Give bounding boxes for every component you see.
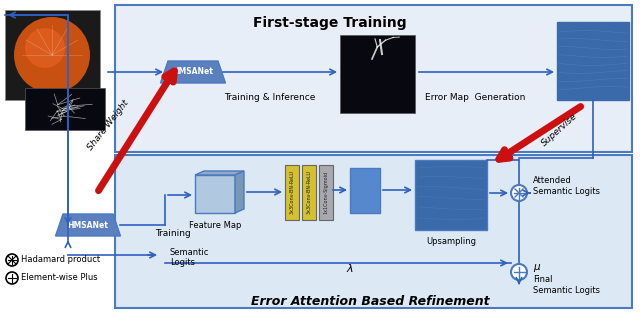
Text: Feature Map: Feature Map [189, 221, 241, 230]
Bar [25, 88, 105, 130]
Polygon shape [56, 214, 120, 236]
Text: Hadamard product: Hadamard product [21, 255, 100, 264]
Text: Training: Training [155, 229, 191, 239]
Bar [350, 168, 380, 213]
Bar [340, 35, 415, 113]
Polygon shape [161, 61, 225, 83]
Text: λ: λ [347, 264, 353, 274]
Text: Error Attention Based Refinement: Error Attention Based Refinement [251, 295, 490, 308]
Text: 1x1Conv-Sigmoid: 1x1Conv-Sigmoid [323, 171, 328, 213]
Text: Error Map  Generation: Error Map Generation [425, 93, 525, 101]
Circle shape [25, 28, 65, 68]
Text: Upsampling: Upsampling [426, 237, 476, 246]
Text: Semantic
Logits: Semantic Logits [170, 248, 209, 267]
Polygon shape [235, 171, 244, 213]
Circle shape [511, 264, 527, 280]
Text: First-stage Training: First-stage Training [253, 16, 407, 30]
Text: 3x3Conv-BN-ReLU: 3x3Conv-BN-ReLU [307, 170, 312, 214]
Circle shape [511, 185, 527, 201]
Bar [319, 165, 333, 220]
Text: Element-wise Plus: Element-wise Plus [21, 274, 98, 283]
Circle shape [6, 254, 18, 266]
Text: Training & Inference: Training & Inference [224, 93, 316, 101]
Circle shape [14, 17, 90, 93]
Circle shape [6, 272, 18, 284]
Bar [5, 10, 100, 100]
FancyBboxPatch shape [115, 5, 632, 152]
Bar [195, 175, 235, 213]
Text: Final
Semantic Logits: Final Semantic Logits [533, 275, 600, 295]
Text: HMSANet: HMSANet [68, 220, 108, 229]
Text: Share Weight: Share Weight [86, 98, 131, 152]
Text: HMSANet: HMSANet [173, 68, 213, 76]
Text: μ: μ [533, 262, 540, 272]
Text: Supervise: Supervise [540, 112, 580, 148]
Text: Attended
Semantic Logits: Attended Semantic Logits [533, 176, 600, 196]
Bar [415, 160, 487, 230]
Text: 3x3Conv-BN-ReLU: 3x3Conv-BN-ReLU [289, 170, 294, 214]
Bar [285, 165, 299, 220]
FancyBboxPatch shape [115, 155, 632, 308]
Bar [302, 165, 316, 220]
Polygon shape [195, 171, 244, 175]
Bar [557, 22, 629, 100]
